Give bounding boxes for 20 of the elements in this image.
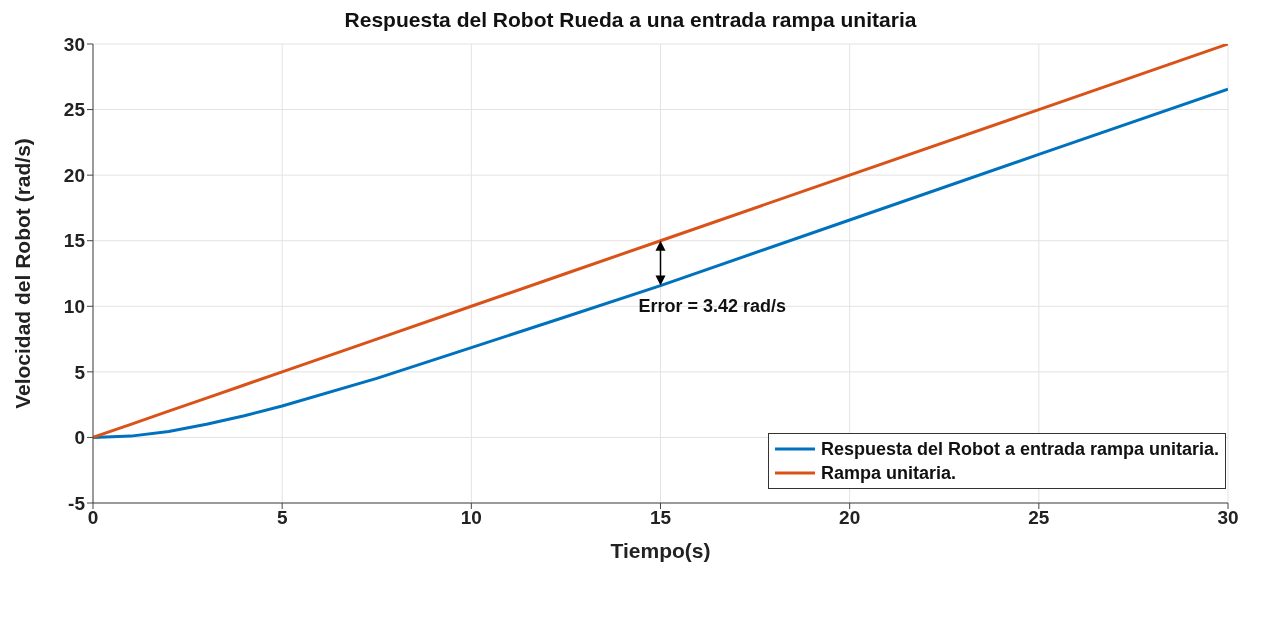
x-tick-label: 20	[839, 507, 861, 529]
x-tick-label: 30	[1217, 507, 1239, 529]
y-tick-label: 25	[63, 99, 86, 121]
x-tick-label: 10	[460, 507, 482, 529]
y-tick-label: 0	[74, 427, 85, 449]
x-tick-label: 15	[649, 507, 672, 529]
y-tick-label: 30	[63, 33, 85, 55]
y-axis-title: Velocidad del Robot (rad/s)	[11, 138, 35, 409]
x-tick-label: 5	[276, 507, 288, 529]
chart-title: Respuesta del Robot Rueda a una entrada rampa unitaria	[343, 8, 918, 33]
y-tick-label: 10	[63, 296, 85, 318]
annotation: Error = 3.42 rad/s	[638, 295, 787, 316]
legend-label: Respuesta del Robot a entrada rampa unitaria.	[820, 438, 1219, 461]
y-tick-label: -5	[68, 492, 86, 514]
y-tick-label: 20	[63, 164, 85, 186]
x-tick-label: 25	[1028, 507, 1050, 529]
y-tick-label: 5	[74, 361, 86, 383]
legend-label: Rampa unitaria.	[820, 462, 956, 485]
x-axis-title: Tiempo(s)	[610, 539, 711, 562]
y-tick-label: 15	[63, 230, 86, 252]
